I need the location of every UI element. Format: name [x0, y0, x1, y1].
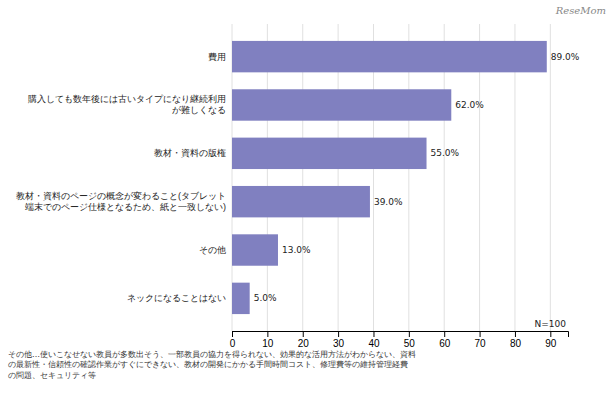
grid [232, 24, 550, 331]
bar [232, 89, 451, 120]
footnote-line: その他…使いこなせない教員が多数出そう、一部教員の協力を得られない、効果的な活用… [8, 350, 416, 359]
category-label-line: 端末でのページ仕様となるため、紙と一致しない) [25, 202, 226, 212]
x-tick-label: 0 [230, 338, 236, 349]
x-tick-label: 40 [368, 338, 380, 349]
x-tick-label: 50 [404, 338, 416, 349]
y-tick: その他 [199, 245, 226, 255]
data-label: 13.0% [282, 245, 311, 255]
category-label-line: その他 [199, 245, 226, 255]
category-label-line: 購入しても数年後には古いタイプになり継続利用 [28, 94, 226, 104]
x-tick: 50 [404, 331, 416, 349]
bar [232, 138, 427, 169]
grid-line [550, 24, 551, 331]
x-tick: 30 [333, 331, 345, 349]
x-tick: 60 [439, 331, 451, 349]
x-tick: 20 [298, 331, 310, 349]
data-label: 89.0% [551, 52, 580, 62]
x-tick: 40 [368, 331, 380, 349]
x-tick: 10 [262, 331, 274, 349]
x-tick: 90 [545, 331, 557, 349]
data-label: 5.0% [254, 293, 277, 303]
category-label-line: 教材・資料のページの概念が変わること(タブレット [16, 191, 226, 201]
x-tick-label: 90 [545, 338, 557, 349]
y-tick: 教材・資料のページの概念が変わること(タブレット端末でのページ仕様となるため、紙… [16, 191, 226, 212]
bar [232, 41, 547, 72]
footnote-line: の問題、セキュリティ等 [8, 371, 96, 380]
watermark: ReseMom [555, 5, 606, 16]
x-tick: 70 [475, 331, 487, 349]
x-tick-mark [303, 331, 304, 337]
x-tick-mark [373, 331, 374, 337]
category-label: 購入しても数年後には古いタイプになり継続利用が難しくなる [28, 94, 226, 115]
category-label: 教材・資料のページの概念が変わること(タブレット端末でのページ仕様となるため、紙… [16, 191, 226, 212]
x-tick-mark [550, 331, 551, 337]
x-tick-mark [267, 331, 268, 337]
category-label: 教材・資料の版権 [154, 148, 226, 158]
category-label-line: が難しくなる [172, 105, 226, 115]
x-tick-label: 10 [262, 338, 274, 349]
x-tick: 80 [510, 331, 522, 349]
y-tick: 教材・資料の版権 [154, 148, 226, 158]
data-labels: 5.0% 13.0% 39.0% 55.0% 62.0% 89.0% [254, 52, 580, 304]
x-axis: 0 10 20 30 40 50 60 70 80 90 [230, 331, 569, 349]
y-tick: 購入しても数年後には古いタイプになり継続利用が難しくなる [28, 94, 226, 115]
x-tick-label: 80 [510, 338, 522, 349]
x-tick-mark [409, 331, 410, 337]
category-label-line: ネックになることはない [127, 293, 226, 303]
x-tick-label: 20 [298, 338, 310, 349]
footnote: その他…使いこなせない教員が多数出そう、一部教員の協力を得られない、効果的な活用… [8, 350, 416, 380]
x-tick-mark [515, 331, 516, 337]
x-tick-mark [444, 331, 445, 337]
category-label: その他 [199, 245, 226, 255]
bar [232, 186, 370, 217]
x-axis-line [233, 332, 569, 338]
category-label: 費用 [208, 52, 226, 62]
plot: 0 10 20 30 40 50 60 70 80 90 費用購入しても数年後には古いタイプになり継… [16, 24, 580, 349]
y-tick: ネックになることはない [127, 293, 226, 303]
x-tick-label: 60 [439, 338, 451, 349]
bar [232, 234, 278, 265]
category-label-line: 教材・資料の版権 [154, 148, 226, 158]
data-label: 39.0% [374, 197, 403, 207]
x-tick-mark [232, 331, 233, 337]
data-label: 55.0% [431, 148, 460, 158]
y-tick: 費用 [208, 52, 226, 62]
footnote-line: の最新性・信頼性の確認作業がすぐにできない、教材の開発にかかる手間時間コスト、修… [8, 360, 408, 369]
x-tick-mark [480, 331, 481, 337]
x-tick-label: 70 [475, 338, 487, 349]
y-axis: 費用購入しても数年後には古いタイプになり継続利用が難しくなる教材・資料の版権教材… [16, 52, 226, 304]
category-label: ネックになることはない [127, 293, 226, 303]
chart: 0 10 20 30 40 50 60 70 80 90 費用購入しても数年後には古いタイプになり継… [0, 0, 614, 395]
data-label: 62.0% [455, 100, 484, 110]
x-tick-label: 30 [333, 338, 345, 349]
bar [232, 283, 250, 314]
category-label-line: 費用 [208, 52, 226, 62]
x-tick: 0 [230, 331, 236, 349]
bars [232, 41, 547, 314]
note: N=100 [535, 319, 567, 329]
x-tick-mark [338, 331, 339, 337]
